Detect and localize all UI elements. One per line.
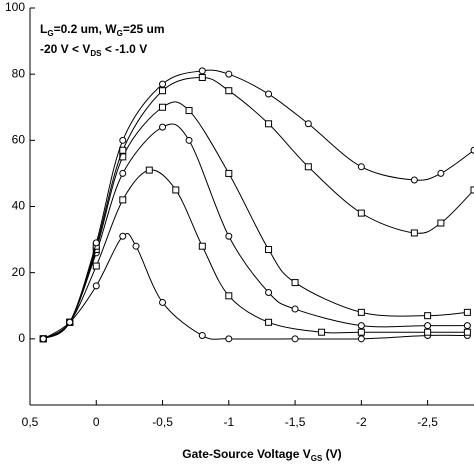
annotation: -20 V < VDS < -1.0 V (40, 42, 147, 58)
marker (265, 289, 273, 297)
marker (357, 308, 365, 316)
marker (159, 298, 167, 306)
marker (265, 90, 273, 98)
annotation-subscript: DS (90, 49, 102, 58)
marker (145, 166, 153, 174)
marker (470, 146, 474, 154)
marker (463, 322, 471, 330)
marker (39, 335, 47, 343)
marker (410, 229, 418, 237)
marker (92, 239, 100, 247)
marker (172, 186, 180, 194)
y-tick-label: 0 (18, 331, 25, 345)
marker (198, 332, 206, 340)
x-tick-label: -1,5 (285, 415, 306, 429)
annotation-subscript: G (117, 29, 123, 38)
y-tick-label: 40 (12, 199, 26, 213)
annotation: LG=0.2 um, WG=25 um (40, 22, 165, 38)
marker (437, 219, 445, 227)
marker (119, 169, 127, 177)
annotation-part: =0.2 um, W (54, 22, 118, 36)
marker (66, 318, 74, 326)
marker (463, 308, 471, 316)
marker (357, 335, 365, 343)
x-tick-label: 0 (93, 415, 100, 429)
marker (291, 279, 299, 287)
annotation-part: -20 V < V (40, 42, 90, 56)
marker (159, 80, 167, 88)
marker (318, 328, 326, 336)
marker (304, 120, 312, 128)
x-tick-label: -0,5 (152, 415, 173, 429)
marker (265, 246, 273, 254)
marker (185, 107, 193, 115)
marker (437, 169, 445, 177)
annotation-subscript: G (47, 29, 53, 38)
marker (410, 176, 418, 184)
x-axis-title: Gate-Source Voltage VGS (V) (182, 447, 341, 463)
x-tick-label: -2,5 (417, 415, 438, 429)
annotation-part: < -1.0 V (102, 42, 148, 56)
marker (198, 73, 206, 81)
marker (265, 318, 273, 326)
x-tick-label: -1 (223, 415, 234, 429)
marker (225, 87, 233, 95)
marker (119, 232, 127, 240)
marker (357, 322, 365, 330)
marker (463, 328, 471, 336)
marker (225, 232, 233, 240)
marker (357, 163, 365, 171)
marker (357, 328, 365, 336)
marker (119, 136, 127, 144)
marker (304, 163, 312, 171)
annotation-part: L (40, 22, 47, 36)
marker (291, 305, 299, 313)
x-axis-title-part: (V) (322, 447, 341, 461)
marker (470, 186, 474, 194)
annotation-part: =25 um (123, 22, 165, 36)
y-tick-label: 60 (12, 133, 26, 147)
marker (185, 136, 193, 144)
marker (92, 262, 100, 270)
marker (291, 335, 299, 343)
marker (424, 312, 432, 320)
marker (225, 169, 233, 177)
marker (132, 242, 140, 250)
marker (92, 282, 100, 290)
x-tick-label: 0,5 (22, 415, 39, 429)
y-tick-label: 20 (12, 265, 26, 279)
x-axis-title-subscript: GS (311, 454, 323, 463)
marker (424, 322, 432, 330)
marker (357, 209, 365, 217)
marker (225, 292, 233, 300)
y-tick-label: 80 (12, 66, 26, 80)
marker (225, 70, 233, 78)
marker (119, 196, 127, 204)
marker (198, 67, 206, 75)
marker (265, 120, 273, 128)
x-tick-label: -2 (356, 415, 367, 429)
marker (159, 123, 167, 131)
marker (198, 242, 206, 250)
marker (424, 328, 432, 336)
marker (159, 87, 167, 95)
marker (159, 103, 167, 111)
x-axis-title-part: Gate-Source Voltage V (182, 447, 310, 461)
y-tick-label: 100 (5, 0, 25, 14)
marker (119, 146, 127, 154)
marker (225, 335, 233, 343)
